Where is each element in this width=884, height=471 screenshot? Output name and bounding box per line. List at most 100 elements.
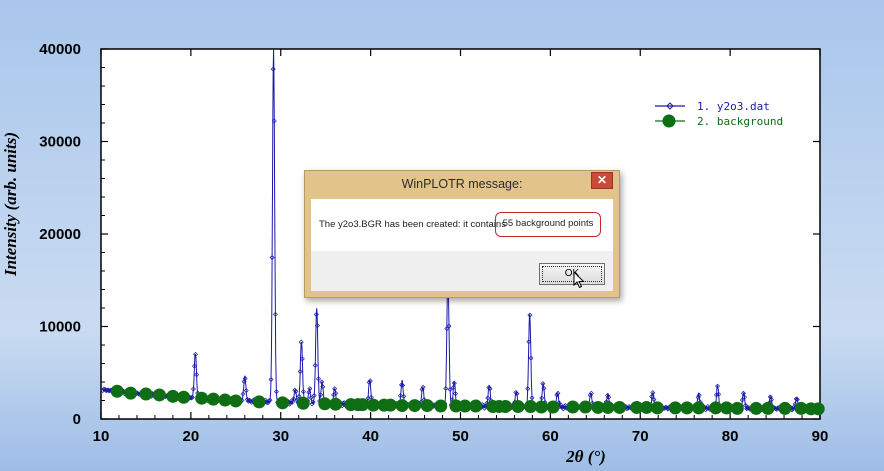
observed-point [452,391,458,397]
background-point [206,392,220,406]
ok-button[interactable]: OK [539,263,605,285]
observed-point [332,386,338,392]
observed-point [333,390,339,396]
observed-point [745,405,751,411]
background-point [318,397,332,411]
x-tick-label: 80 [722,428,739,445]
observed-point [447,387,453,393]
x-tick-label: 50 [452,428,469,445]
dialog-body: The y2o3.BGR has been created: it contai… [311,199,613,291]
observed-point [367,378,373,384]
observed-point [514,391,520,397]
observed-point [243,388,249,394]
observed-point [650,390,656,396]
background-point [749,401,763,415]
mouse-pointer-icon [573,271,585,289]
observed-point [190,386,196,392]
background-point [351,398,365,412]
background-point [720,401,734,415]
background-point [434,399,448,413]
observed-point [605,393,611,399]
legend-label-1: 1. y2o3.dat [697,100,770,113]
background-point [546,400,560,414]
background-point [613,400,627,414]
observed-point [319,379,325,385]
background-point [229,394,243,408]
observed-point [297,369,303,375]
background-points-highlight: 55 background points [495,212,601,237]
observed-point [193,351,199,357]
observed-point [273,389,279,395]
observed-point [300,389,306,395]
background-point [458,399,472,413]
observed-point [265,400,271,406]
observed-point [401,393,407,399]
observed-point [768,397,774,403]
x-tick-label: 30 [272,428,289,445]
y-tick-label: 0 [73,411,81,428]
observed-point [269,254,275,260]
observed-point [318,392,324,398]
observed-point [740,390,746,396]
x-tick-label: 70 [632,428,649,445]
observed-point [194,372,200,378]
dialog-title: WinPLOTR message: [401,177,523,191]
dialog-message-area: The y2o3.BGR has been created: it contai… [311,199,613,251]
x-tick-label: 90 [812,428,829,445]
background-point [492,400,506,414]
observed-point [793,396,799,402]
observed-point [267,397,273,403]
close-icon[interactable]: ✕ [591,172,613,189]
observed-point [444,326,450,332]
observed-point [291,396,297,402]
observed-point [268,377,274,383]
background-point [252,395,266,409]
observed-point [625,405,631,411]
background-point [761,401,775,415]
background-point [152,388,166,402]
observed-point [241,379,247,385]
observed-point [320,384,326,390]
legend-label-2: 2. background [697,115,783,128]
background-point [110,384,124,398]
observed-point [446,323,452,329]
y-tick-label: 20000 [39,226,81,243]
observed-point [242,376,248,381]
background-point [709,401,723,415]
observed-point [240,391,246,397]
background-point [511,400,525,414]
observed-point [101,386,107,392]
observed-point [539,395,545,401]
background-point [276,396,290,410]
background-point [650,401,664,415]
observed-point [191,363,197,369]
observed-point [266,398,272,404]
y-tick-label: 40000 [39,41,81,58]
background-points [110,384,825,416]
observed-point [487,386,493,392]
observed-point [309,401,315,407]
background-point [195,391,209,405]
observed-point [651,396,657,402]
observed-point [485,395,491,401]
observed-point [450,385,456,391]
observed-point [400,382,406,388]
observed-point [306,389,312,395]
background-point [730,401,744,415]
observed-point [739,397,745,403]
observed-point [420,384,426,390]
axis-ticks: 10 20 30 40 50 60 70 80 90 0 10000 20000 30000 40000 [39,41,828,445]
background-point [591,400,605,414]
observed-point [716,391,722,397]
observed-point [528,355,534,361]
background-point [366,398,380,412]
background-point [395,399,409,413]
observed-point [314,323,320,329]
background-point [794,401,808,415]
background-point [329,397,343,411]
background-point [408,399,422,413]
observed-point [312,362,318,368]
observed-point [713,392,719,398]
observed-point [526,339,532,345]
